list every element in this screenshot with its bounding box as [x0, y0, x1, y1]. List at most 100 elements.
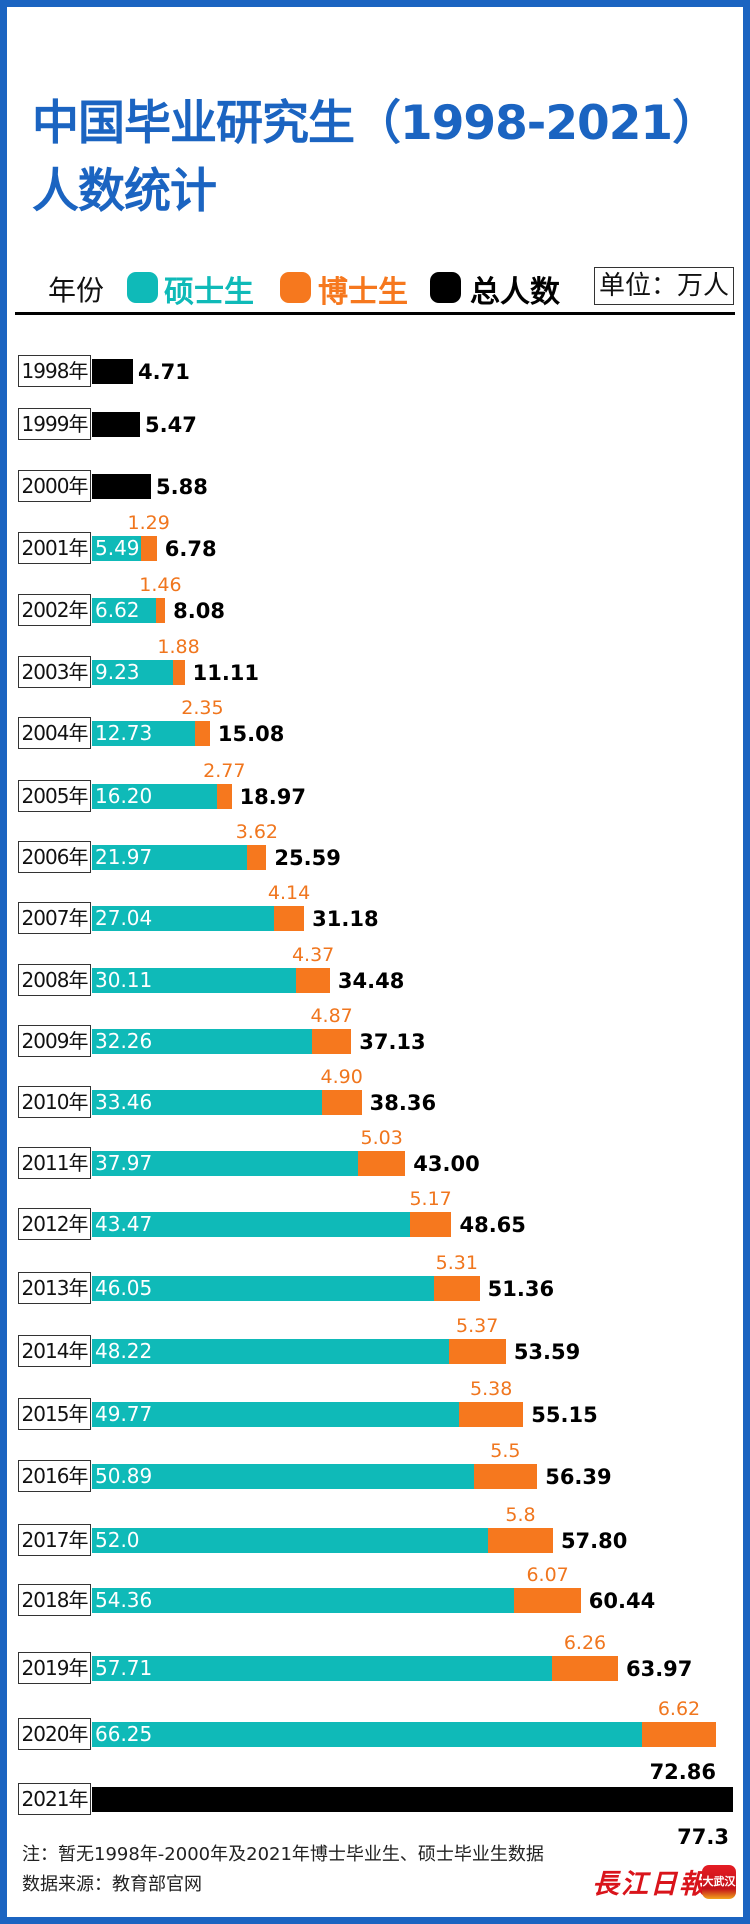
- chart-row: 2004年 12.73 2.35 15.08: [0, 697, 750, 751]
- master-value-label: 16.20: [95, 784, 153, 808]
- doctor-bar: [172, 660, 185, 685]
- doctor-bar: [459, 1402, 524, 1427]
- master-bar: [92, 721, 195, 746]
- doctor-bar: [642, 1722, 716, 1747]
- master-bar: [92, 1588, 515, 1613]
- chart-row: 2016年 50.89 5.5 56.39: [0, 1440, 750, 1494]
- total-value-label: 15.08: [217, 722, 285, 746]
- total-value-label: 5.47: [145, 413, 197, 437]
- doctor-value-label: 5.8: [505, 1504, 536, 1526]
- doctor-bar: [274, 906, 305, 931]
- year-label: 1999年: [18, 408, 91, 440]
- master-bar: [92, 1090, 322, 1115]
- doctor-bar: [358, 1151, 406, 1176]
- doctor-value-label: 6.07: [526, 1564, 569, 1586]
- total-value-label: 55.15: [531, 1403, 598, 1427]
- year-label: 2003年: [18, 656, 91, 688]
- chart-row: 2010年 33.46 4.90 38.36: [0, 1066, 750, 1120]
- master-value-label: 49.77: [95, 1402, 153, 1426]
- legend-label-doctor: 博士生: [318, 275, 408, 310]
- master-bar: [92, 660, 173, 685]
- doctor-bar: [434, 1276, 480, 1301]
- chart-row: 2020年 66.25 6.62 72.86: [0, 1698, 750, 1784]
- total-value-label: 31.18: [312, 907, 379, 931]
- master-value-label: 21.97: [95, 845, 153, 869]
- year-label: 2010年: [18, 1086, 91, 1118]
- master-value-label: 5.49: [95, 536, 140, 560]
- year-label: 2000年: [18, 470, 91, 502]
- chart-row: 2001年 5.49 1.29 6.78: [0, 512, 750, 566]
- doctor-bar: [195, 721, 210, 746]
- chart-row: 2014年 48.22 5.37 53.59: [0, 1315, 750, 1369]
- doctor-value-label: 2.77: [203, 760, 246, 782]
- year-label: 2008年: [18, 964, 91, 996]
- doctor-bar: [488, 1528, 553, 1553]
- data-source: 数据来源：教育部官网: [22, 1874, 202, 1895]
- master-bar: [92, 1029, 312, 1054]
- year-label: 2018年: [18, 1584, 91, 1616]
- total-value-label: 37.13: [359, 1030, 426, 1054]
- master-bar: [92, 1528, 488, 1553]
- doctor-bar: [247, 845, 267, 870]
- chart-row: 2002年 6.62 1.46 8.08: [0, 574, 750, 628]
- doctor-value-label: 5.37: [456, 1315, 499, 1337]
- year-label: 2013年: [18, 1272, 91, 1304]
- unit-box: 单位：万人: [594, 267, 734, 305]
- chart-row: 2021年 77.3: [0, 1783, 750, 1849]
- year-label: 2006年: [18, 841, 91, 873]
- chart-row: 2015年 49.77 5.38 55.15: [0, 1378, 750, 1432]
- total-value-label: 34.48: [337, 969, 405, 993]
- chart-row: 2018年 54.36 6.07 60.44: [0, 1564, 750, 1618]
- doctor-value-label: 4.90: [320, 1066, 363, 1088]
- master-bar: [92, 906, 274, 931]
- doctor-bar: [321, 1090, 362, 1115]
- chart-row: 2013年 46.05 5.31 51.36: [0, 1252, 750, 1306]
- doctor-value-label: 5.5: [490, 1440, 521, 1462]
- total-value-label: 57.80: [560, 1529, 628, 1553]
- chart-title: 中国毕业研究生（1998-2021） 人数统计: [32, 90, 719, 226]
- year-label: 2007年: [18, 902, 91, 934]
- master-value-label: 12.73: [95, 721, 153, 745]
- master-bar: [92, 784, 217, 809]
- legend-label-total: 总人数: [470, 275, 560, 310]
- total-value-label: 8.08: [173, 599, 225, 623]
- master-value-label: 50.89: [95, 1464, 153, 1488]
- total-value-label: 56.39: [545, 1465, 612, 1489]
- doctor-value-label: 5.38: [469, 1378, 513, 1400]
- master-bar: [92, 1402, 459, 1427]
- year-label: 2004年: [18, 717, 91, 749]
- chart-title-line2: 人数统计: [32, 164, 217, 219]
- chart-row: 2006年 21.97 3.62 25.59: [0, 821, 750, 875]
- total-bar: [92, 359, 133, 384]
- doctor-value-label: 5.03: [360, 1127, 403, 1149]
- doctor-value-label: 5.31: [435, 1252, 478, 1274]
- chart-title-line1: 中国毕业研究生（1998-2021）: [32, 96, 719, 151]
- master-value-label: 57.71: [95, 1656, 153, 1680]
- year-label: 2016年: [18, 1460, 91, 1492]
- master-value-label: 30.11: [95, 968, 153, 992]
- master-bar: [92, 1151, 358, 1176]
- chart-row: 2011年 37.97 5.03 43.00: [0, 1127, 750, 1181]
- total-value-label: 53.59: [513, 1340, 581, 1364]
- legend-year-label: 年份: [48, 274, 105, 307]
- total-value-label: 77.3: [677, 1825, 729, 1849]
- doctor-bar: [448, 1339, 506, 1364]
- total-value-label: 48.65: [459, 1213, 526, 1237]
- dawuhan-app-icon: 大武汉: [702, 1865, 736, 1899]
- year-label: 2019年: [18, 1652, 91, 1684]
- total-bar: [92, 1787, 733, 1812]
- master-value-label: 54.36: [95, 1588, 153, 1612]
- master-bar: [92, 598, 156, 623]
- master-bar: [92, 1339, 449, 1364]
- chart-row: 1998年 4.71: [0, 355, 750, 389]
- master-bar: [92, 1656, 552, 1681]
- doctor-bar: [312, 1029, 352, 1054]
- doctor-bar: [409, 1212, 452, 1237]
- total-value-label: 51.36: [487, 1277, 555, 1301]
- year-label: 2005年: [18, 780, 91, 812]
- master-bar: [92, 1464, 474, 1489]
- total-bar: [92, 412, 140, 437]
- year-label: 2017年: [18, 1524, 91, 1556]
- year-label: 2021年: [18, 1783, 91, 1815]
